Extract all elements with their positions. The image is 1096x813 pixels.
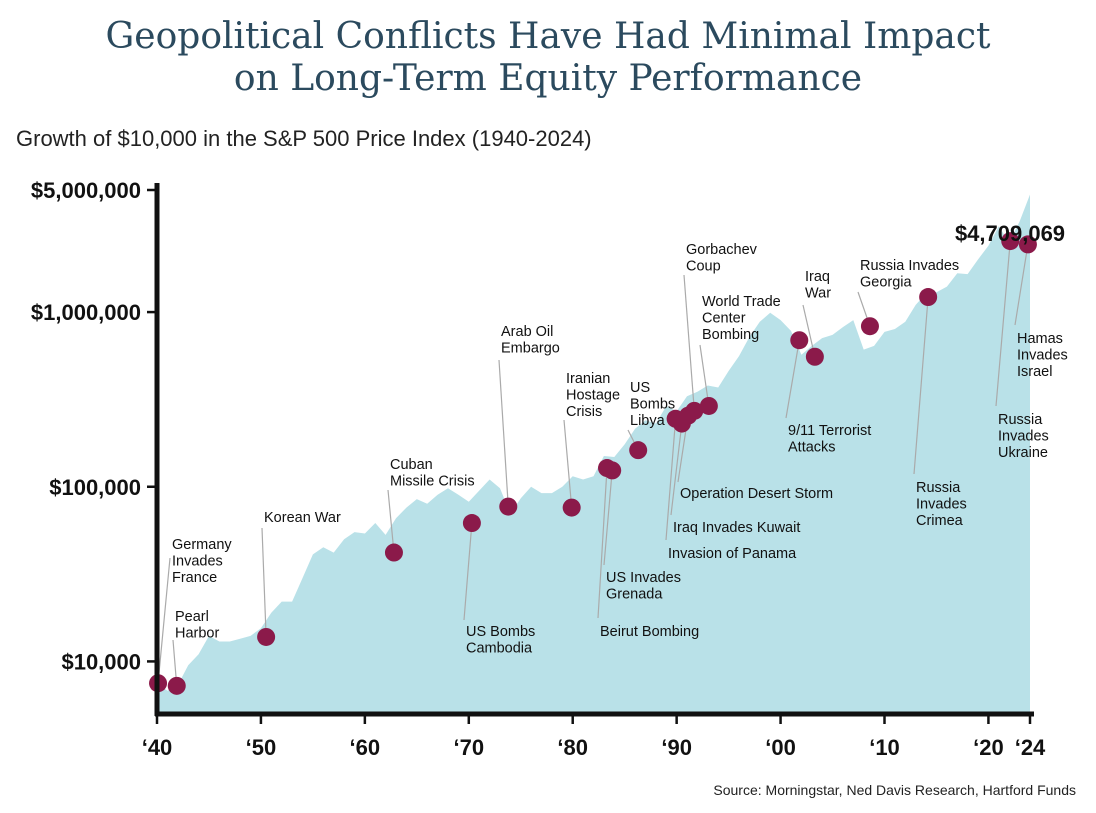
event-marker	[1001, 232, 1020, 251]
event-marker	[562, 498, 581, 517]
event-label: Beirut Bombing	[600, 624, 699, 640]
y-tick-label: $5,000,000	[31, 178, 141, 203]
event-marker	[462, 514, 481, 533]
event-label: Operation Desert Storm	[680, 486, 833, 502]
event-leader-line	[498, 359, 509, 507]
x-tick-label: ‘24	[1015, 735, 1046, 760]
event-label: Arab Oil Embargo	[501, 324, 560, 357]
event-label: 9/11 Terrorist Attacks	[788, 423, 871, 456]
event-label: Iraq War	[805, 269, 831, 302]
event-leader-line	[699, 344, 710, 407]
event-marker	[860, 317, 879, 336]
y-tick-label: $100,000	[49, 475, 141, 500]
event-label: US Invades Grenada	[606, 570, 681, 603]
event-label: Hamas Invades Israel	[1017, 331, 1068, 380]
event-leader-line	[665, 418, 677, 541]
event-leader-line	[563, 419, 573, 508]
event-leader-line	[670, 423, 683, 516]
event-marker	[790, 331, 809, 350]
event-leader-line	[995, 241, 1011, 407]
event-marker	[685, 401, 704, 420]
x-tick-label: ‘40	[142, 735, 173, 760]
x-tick-label: ‘00	[765, 735, 796, 760]
event-marker	[499, 497, 518, 516]
event-marker	[805, 347, 824, 366]
event-marker	[919, 288, 938, 307]
x-tick-label: ‘80	[557, 735, 588, 760]
event-label: Germany Invades France	[172, 537, 232, 586]
source-note: Source: Morningstar, Ned Davis Research,…	[713, 782, 1076, 798]
event-label: Russia Invades Georgia	[860, 258, 959, 291]
x-tick-label: ‘60	[350, 735, 381, 760]
event-leader-line	[683, 274, 695, 411]
x-tick-label: ‘20	[973, 735, 1004, 760]
event-label: US Bombs Cambodia	[466, 624, 535, 657]
event-leader-line	[387, 489, 395, 553]
event-label: Russia Invades Crimea	[916, 480, 967, 529]
event-leader-line	[913, 296, 929, 475]
event-marker	[167, 676, 186, 695]
title-line-1: Geopolitical Conflicts Have Had Minimal …	[105, 16, 991, 57]
x-tick-label: ‘10	[869, 735, 900, 760]
event-leader-line	[1014, 244, 1029, 326]
chart-title: Geopolitical Conflicts Have Had Minimal …	[0, 16, 1096, 100]
event-label: Iranian Hostage Crisis	[566, 371, 620, 420]
event-label: Invasion of Panama	[668, 546, 797, 562]
x-tick-label: ‘90	[661, 735, 692, 760]
event-label: Cuban Missile Crisis	[390, 457, 475, 490]
event-label: World Trade Center Bombing	[702, 294, 781, 343]
event-marker	[629, 441, 648, 460]
chart-subtitle: Growth of $10,000 in the S&P 500 Price I…	[16, 126, 592, 151]
event-label: US Bombs Libya	[630, 380, 675, 429]
x-tick-label: ‘70	[453, 735, 484, 760]
event-marker	[699, 396, 718, 415]
event-label: Korean War	[264, 510, 341, 526]
event-leader-line	[603, 470, 613, 566]
event-label: Iraq Invades Kuwait	[673, 520, 800, 536]
event-marker	[257, 627, 276, 646]
event-leader-line	[597, 467, 608, 619]
event-label: Russia Invades Ukraine	[998, 412, 1049, 461]
event-label: Gorbachev Coup	[686, 242, 758, 275]
y-tick-label: $10,000	[61, 649, 141, 674]
final-value-label: $4,709,069	[955, 221, 1065, 246]
event-marker	[1018, 235, 1037, 254]
sp500-growth-area	[157, 194, 1030, 714]
event-marker	[384, 543, 403, 562]
event-leader-line	[463, 522, 473, 621]
event-leader-line	[157, 557, 171, 684]
event-leader-line	[785, 340, 800, 419]
title-line-2: on Long-Term Equity Performance	[233, 58, 863, 99]
y-tick-label: $1,000,000	[31, 300, 141, 325]
event-label: Pearl Harbor	[175, 609, 219, 642]
event-leader-line	[261, 527, 267, 638]
event-marker	[603, 461, 622, 480]
x-tick-label: ‘50	[246, 735, 277, 760]
